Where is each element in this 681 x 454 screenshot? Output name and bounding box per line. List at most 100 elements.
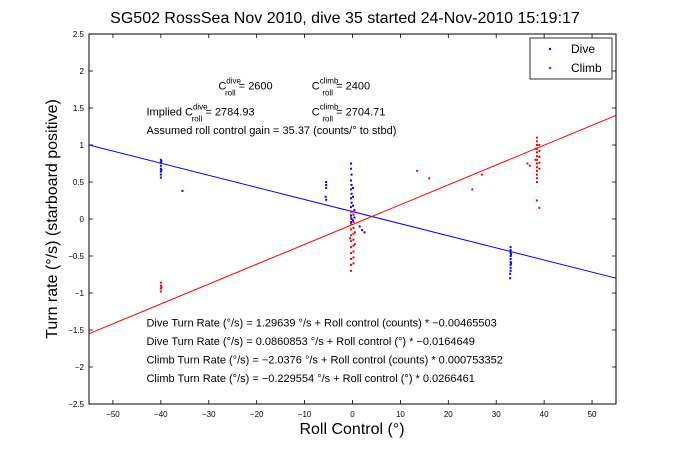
data-point (350, 162, 353, 165)
data-point (350, 210, 353, 213)
data-point (352, 232, 355, 235)
data-point (159, 290, 162, 293)
x-tick-label: 40 (540, 410, 549, 419)
data-point (535, 199, 538, 202)
data-point (535, 166, 538, 169)
y-tick-label: 1 (80, 141, 85, 150)
data-point (350, 216, 353, 219)
y-tick-label: 0 (80, 215, 85, 224)
x-tick-label: −10 (298, 410, 312, 419)
y-tick-label: 2 (80, 67, 85, 76)
data-point (350, 192, 353, 195)
data-point (352, 238, 355, 241)
data-point (353, 231, 356, 234)
data-point (535, 144, 538, 146)
data-point (538, 167, 541, 170)
data-point (350, 167, 353, 170)
data-point (352, 213, 355, 216)
legend-marker-climb (548, 66, 552, 70)
annotation-text: Dive Turn Rate (°/s) = 0.0860853 °/s + R… (146, 336, 474, 348)
data-point (509, 263, 512, 266)
data-point (535, 147, 538, 150)
data-series (159, 136, 541, 293)
data-point (361, 229, 364, 232)
data-point (350, 188, 353, 191)
data-point (528, 164, 531, 167)
annotation-text: Cclimb roll = 2704.71 (312, 102, 386, 123)
data-point (351, 219, 354, 222)
data-point (534, 147, 537, 150)
data-point (159, 287, 162, 290)
data-point (159, 161, 162, 164)
data-point (353, 243, 356, 246)
data-point (428, 177, 431, 180)
data-point (159, 173, 162, 176)
data-point (535, 158, 538, 161)
data-point (526, 162, 529, 165)
data-point (480, 173, 483, 176)
data-point (535, 155, 538, 158)
data-point (350, 228, 353, 231)
x-tick-label: −50 (106, 410, 120, 419)
data-point (352, 250, 355, 253)
data-point (538, 161, 541, 164)
data-point (350, 173, 353, 176)
data-point (159, 176, 162, 179)
x-tick-label: 0 (350, 410, 355, 419)
data-point (350, 183, 353, 186)
data-point (350, 222, 353, 225)
data-point (535, 136, 538, 139)
annotations: Cdive roll = 2600 Cclimb roll = 2400 Implied… (146, 77, 502, 385)
data-point (159, 281, 162, 284)
data-point (471, 188, 474, 191)
y-tick-label: 1.5 (73, 104, 85, 113)
y-tick-label: −1.5 (68, 326, 84, 335)
data-point (350, 252, 353, 255)
axis-ticks: −50 −40 −30 −20 −10 0 10 20 30 40 50−2.5−2−1.5−1−0… (68, 30, 616, 419)
data-point (350, 214, 353, 217)
data-point (350, 218, 353, 220)
data-point (352, 226, 355, 229)
data-point (325, 183, 328, 186)
legend: Dive Climb (529, 37, 613, 80)
data-point (160, 169, 163, 172)
data-point (351, 195, 354, 198)
data-point (509, 255, 512, 257)
x-tick-label: −30 (202, 410, 216, 419)
data-point (352, 244, 355, 247)
annotation-text: Assumed roll control gain = 35.37 (count… (146, 125, 396, 137)
chart-title: SG502 RossSea Nov 2010, dive 35 started … (110, 10, 580, 27)
data-point (534, 158, 537, 161)
data-point (159, 284, 162, 287)
data-point (352, 220, 355, 223)
data-point (535, 181, 538, 183)
data-point (535, 177, 538, 180)
x-tick-label: −40 (154, 410, 168, 419)
data-point (160, 286, 163, 289)
data-point (352, 256, 355, 259)
data-point (538, 206, 541, 209)
data-point (350, 257, 353, 260)
data-point (159, 170, 162, 173)
data-point (510, 262, 513, 265)
data-point (325, 181, 328, 183)
y-tick-label: 0.5 (73, 178, 85, 187)
y-axis-label: Turn rate (°/s) (starboard positive) (44, 99, 61, 339)
data-point (350, 263, 353, 266)
data-point (535, 169, 538, 172)
annotation-text: Dive Turn Rate (°/s) = 1.29639 °/s + Rol… (146, 317, 496, 329)
y-tick-label: −1 (75, 289, 85, 298)
data-point (358, 225, 361, 228)
y-tick-label: 2.5 (73, 30, 85, 39)
legend-label-climb: Climb (571, 61, 602, 75)
data-point (159, 158, 162, 161)
data-point (353, 216, 356, 219)
data-point (535, 151, 538, 154)
data-point (350, 197, 353, 200)
data-point (324, 195, 327, 198)
data-point (325, 186, 328, 189)
data-point (509, 257, 512, 260)
data-point (535, 162, 538, 165)
data-point (181, 189, 184, 192)
